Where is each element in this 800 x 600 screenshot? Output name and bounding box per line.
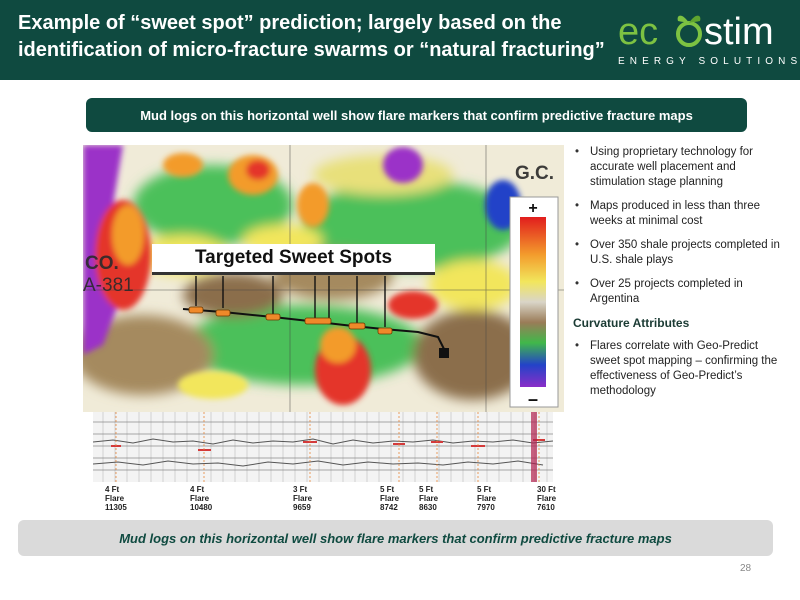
- scale-minus: –: [528, 389, 538, 409]
- map-label-co: CO.: [85, 253, 119, 274]
- flare-label-7: 30 Ft Flare 7610: [537, 485, 557, 512]
- header-bar: Example of “sweet spot” prediction; larg…: [0, 0, 800, 80]
- flare-label-4: 5 Ft Flare 8742: [380, 485, 400, 512]
- page-number: 28: [740, 563, 752, 574]
- flare-label-2: 4 Ft Flare 10480: [190, 485, 213, 512]
- bullet-item: Flares correlate with Geo-Predict sweet …: [573, 339, 788, 399]
- scale-plus: +: [528, 200, 537, 217]
- bullet-item: Using proprietary technology for accurat…: [573, 145, 788, 190]
- flare-label-5: 5 Ft Flare 8630: [419, 485, 439, 512]
- mud-log-strip: [93, 412, 553, 482]
- svg-text:stim: stim: [704, 12, 774, 52]
- bullet-item: Over 25 projects completed in Argentina: [573, 277, 788, 307]
- map-label-a381: A-381: [83, 275, 134, 296]
- flare-label-1: 4 Ft Flare 11305: [105, 485, 127, 512]
- flare-label-3: 3 Ft Flare 9659: [293, 485, 313, 512]
- flare-label-6: 5 Ft Flare 7970: [477, 485, 497, 512]
- bullet-panel: Using proprietary technology for accurat…: [573, 145, 788, 408]
- ecostim-logo: ec stim ENERGY SOLUTIONS: [618, 12, 800, 72]
- logo-tagline: ENERGY SOLUTIONS: [618, 56, 800, 67]
- top-banner: Mud logs on this horizontal well show fl…: [86, 98, 747, 132]
- curvature-heading: Curvature Attributes: [573, 316, 690, 330]
- logo-wordmark: ec stim: [618, 12, 774, 52]
- map-label-gc: G.C.: [515, 163, 555, 184]
- fracture-prediction-map: + – CO. A-381 G.C.: [83, 145, 564, 412]
- targeted-sweet-spots-label: Targeted Sweet Spots: [152, 244, 435, 275]
- bullet-item: Maps produced in less than three weeks a…: [573, 199, 788, 229]
- slide-title: Example of “sweet spot” prediction; larg…: [18, 12, 605, 61]
- bullet-item: Over 350 shale projects completed in U.S…: [573, 238, 788, 268]
- bottom-caption: Mud logs on this horizontal well show fl…: [18, 520, 773, 556]
- svg-text:ec: ec: [618, 12, 658, 52]
